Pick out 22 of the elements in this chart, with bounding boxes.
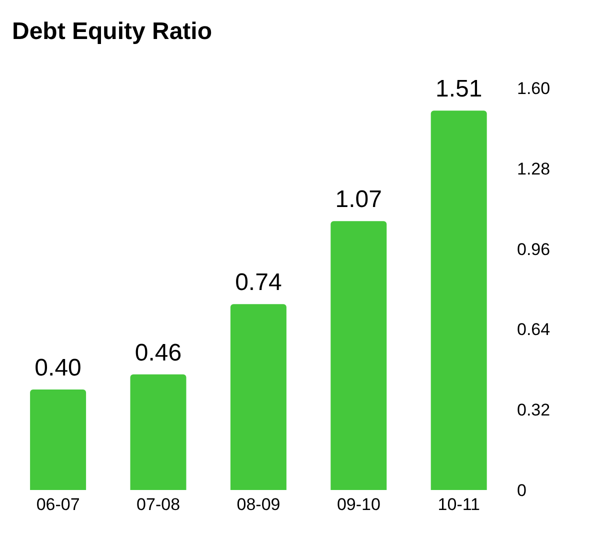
bar [30, 390, 86, 490]
y-tick-label: 0.96 [517, 240, 550, 259]
x-tick-label: 09-10 [336, 495, 380, 514]
x-tick-label: 10-11 [438, 495, 480, 514]
bar [130, 374, 186, 490]
data-label: 0.46 [134, 339, 182, 366]
bar [330, 221, 387, 490]
data-label: 0.40 [34, 354, 82, 382]
y-tick-label: 0 [517, 481, 526, 500]
bar [430, 110, 487, 490]
data-label: 0.74 [235, 269, 282, 296]
y-tick-label: 1.60 [517, 79, 550, 98]
x-tick-label: 08-09 [236, 495, 280, 514]
x-tick-label: 06-07 [36, 495, 80, 514]
y-tick-label: 0.32 [517, 400, 550, 420]
data-label: 1.07 [335, 186, 382, 214]
bar [230, 304, 286, 490]
y-tick-label: 1.28 [517, 159, 550, 178]
y-tick-label: 0.64 [517, 320, 550, 340]
x-tick-label: 07-08 [136, 495, 180, 514]
chart-title: Debt Equity Ratio [11, 17, 214, 47]
data-label: 1.51 [435, 76, 482, 103]
